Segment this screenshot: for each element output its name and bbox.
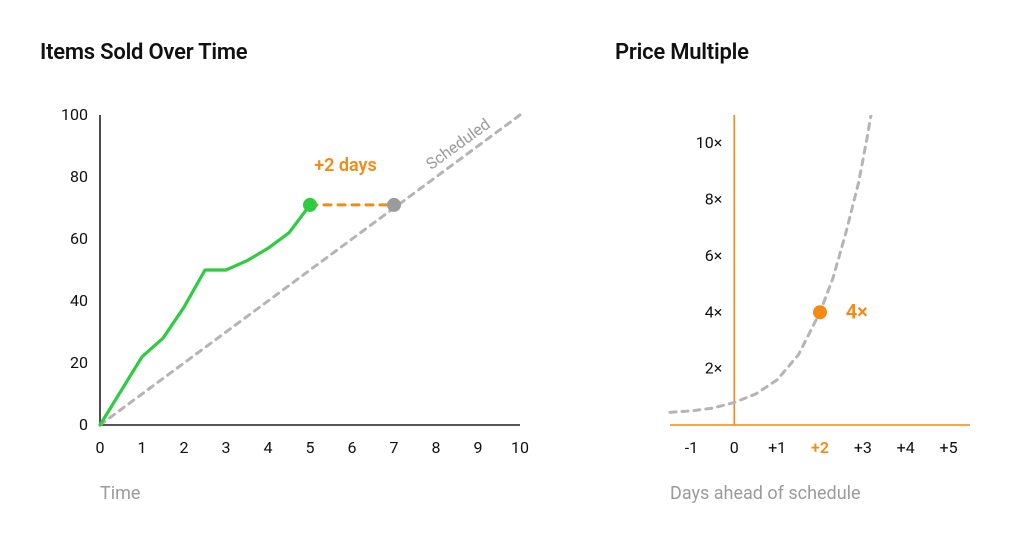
- x-tick-label: 4: [264, 438, 273, 457]
- x-tick-label: 7: [390, 438, 399, 457]
- price-multiple-x-caption: Days ahead of schedule: [670, 483, 995, 504]
- y-tick-label: 100: [61, 105, 88, 124]
- x-tick-label: 1: [138, 438, 147, 457]
- y-tick-label: 10×: [696, 133, 723, 152]
- x-tick-label: +1: [768, 438, 786, 457]
- items-sold-chart-svg: 0 20 40 60 80 100 0 1 2 3 4 5 6 7 8 9 10 Scheduled +2 days: [40, 65, 570, 475]
- x-tick-label: +3: [854, 438, 872, 457]
- scheduled-marker: [387, 198, 401, 212]
- x-tick-label: -1: [685, 438, 698, 457]
- lead-annotation: +2 days: [314, 155, 377, 176]
- y-tick-label: 20: [70, 353, 88, 372]
- price-multiple-chart-svg: 2× 4× 6× 8× 10× -1 0 +1 +2 +3 +4 +5 4×: [615, 65, 995, 475]
- x-tick-label: 0: [730, 438, 739, 457]
- items-sold-chart-title: Items Sold Over Time: [40, 40, 570, 65]
- page-root: Items Sold Over Time 0204060801000123456…: [0, 0, 1024, 535]
- scheduled-line: [100, 115, 520, 425]
- y-tick-label: 8×: [705, 190, 723, 209]
- actual-line: [100, 205, 310, 425]
- x-tick-label: +5: [940, 438, 958, 457]
- price-multiple-marker: [813, 305, 827, 319]
- actual-end-marker: [303, 198, 317, 212]
- x-tick-label: 8: [432, 438, 441, 457]
- x-tick-label: 2: [180, 438, 189, 457]
- items-sold-x-caption: Time: [100, 483, 570, 504]
- x-tick-label: 6: [348, 438, 357, 457]
- price-multiple-chart-title: Price Multiple: [615, 40, 995, 65]
- x-tick-label: 5: [306, 438, 315, 457]
- y-tick-label: 80: [70, 167, 88, 186]
- x-tick-label: 3: [222, 438, 231, 457]
- x-tick-label: 9: [474, 438, 483, 457]
- y-tick-label: 40: [70, 291, 88, 310]
- x-tick-label: +2: [811, 438, 829, 457]
- items-sold-chart-panel: Items Sold Over Time 0 20 40 60 80 100 0 1 2 3 4 5 6…: [40, 40, 570, 504]
- y-tick-label: 0: [79, 415, 88, 434]
- x-tick-label: 0: [96, 438, 105, 457]
- y-tick-label: 4×: [705, 302, 723, 321]
- y-tick-label: 60: [70, 229, 88, 248]
- price-multiple-chart-panel: Price Multiple 2× 4× 6× 8× 10× -1 0 +1 +2 +3 +4 +5 4…: [615, 40, 995, 504]
- y-tick-label: 2×: [705, 359, 723, 378]
- x-tick-label: 10: [511, 438, 529, 457]
- x-tick-label: +4: [897, 438, 915, 457]
- price-multiple-marker-label: 4×: [846, 299, 868, 323]
- y-tick-label: 6×: [705, 246, 723, 265]
- scheduled-line-label: Scheduled: [422, 114, 493, 173]
